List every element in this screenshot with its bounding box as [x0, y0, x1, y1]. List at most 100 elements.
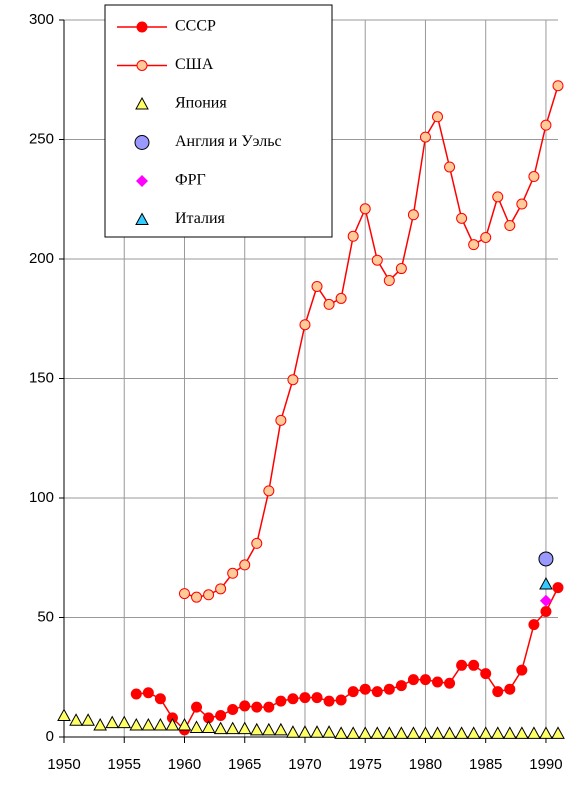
marker: [153, 718, 168, 731]
marker: [444, 677, 456, 689]
marker: [552, 80, 564, 92]
marker: [406, 726, 421, 739]
marker: [430, 726, 445, 739]
marker: [263, 701, 275, 713]
marker: [407, 209, 419, 221]
marker: [382, 726, 397, 739]
marker: [383, 275, 395, 287]
marker: [539, 576, 553, 590]
marker: [504, 220, 516, 232]
marker: [201, 720, 216, 733]
marker: [275, 414, 287, 426]
marker: [395, 680, 407, 692]
marker: [178, 588, 190, 600]
marker: [456, 212, 468, 224]
legend-label: США: [175, 56, 214, 73]
marker: [165, 718, 180, 731]
marker: [274, 722, 288, 736]
marker: [468, 239, 480, 251]
marker: [466, 726, 481, 739]
marker: [142, 687, 154, 699]
x-tick-label: 1980: [409, 756, 442, 773]
marker: [540, 606, 552, 618]
marker: [263, 485, 275, 497]
marker: [239, 559, 251, 571]
marker: [371, 686, 383, 698]
marker: [442, 726, 457, 739]
marker: [480, 668, 492, 680]
marker: [227, 567, 239, 579]
marker: [454, 726, 469, 739]
marker: [286, 725, 300, 738]
marker: [492, 686, 504, 698]
y-tick-label: 150: [29, 369, 54, 386]
marker: [311, 280, 323, 292]
legend-marker: [134, 135, 150, 150]
marker: [347, 686, 359, 698]
marker: [468, 659, 480, 671]
marker: [191, 701, 203, 713]
legend-label: СССР: [175, 18, 216, 35]
marker: [432, 111, 444, 123]
marker: [275, 695, 287, 707]
marker: [370, 726, 385, 739]
y-tick-label: 300: [29, 11, 54, 28]
marker: [287, 693, 299, 705]
marker: [129, 718, 144, 731]
legend-label: Италия: [175, 210, 226, 227]
marker: [239, 700, 251, 712]
marker: [419, 674, 431, 686]
marker: [515, 726, 529, 739]
marker: [310, 725, 324, 738]
marker: [502, 726, 517, 739]
legend-marker: [135, 96, 149, 110]
marker: [528, 171, 540, 183]
marker: [298, 725, 312, 738]
marker: [335, 694, 347, 706]
x-tick-label: 1975: [349, 756, 382, 773]
marker: [492, 191, 504, 203]
legend-label: Япония: [175, 95, 227, 112]
legend-label: ФРГ: [175, 172, 206, 189]
marker: [359, 683, 371, 695]
marker: [516, 198, 528, 210]
marker: [335, 292, 347, 304]
marker: [334, 726, 348, 739]
marker: [539, 594, 552, 607]
marker: [527, 726, 541, 739]
legend-marker: [136, 175, 148, 187]
marker: [516, 664, 528, 676]
marker: [551, 726, 565, 739]
x-tick-label: 1960: [168, 756, 201, 773]
y-tick-label: 100: [29, 489, 54, 506]
marker: [227, 704, 239, 716]
marker: [359, 203, 371, 215]
marker: [539, 726, 553, 739]
marker: [407, 674, 419, 686]
marker: [225, 721, 240, 735]
marker: [251, 701, 263, 713]
marker: [299, 319, 311, 331]
marker: [538, 551, 554, 567]
marker: [215, 583, 227, 595]
marker: [189, 720, 204, 733]
marker: [311, 692, 323, 704]
marker: [490, 726, 505, 739]
marker: [251, 537, 263, 549]
x-tick-label: 1985: [469, 756, 502, 773]
marker: [69, 713, 83, 726]
x-tick-label: 1970: [288, 756, 321, 773]
x-tick-label: 1990: [529, 756, 562, 773]
marker: [203, 589, 215, 601]
marker: [261, 722, 276, 736]
marker: [57, 708, 71, 721]
legend-label: Англия и Уэльс: [175, 133, 282, 150]
marker: [177, 718, 192, 731]
marker: [395, 263, 407, 275]
marker: [528, 619, 540, 631]
marker: [552, 582, 564, 594]
marker: [93, 718, 107, 731]
marker: [213, 721, 228, 735]
marker: [371, 254, 383, 266]
